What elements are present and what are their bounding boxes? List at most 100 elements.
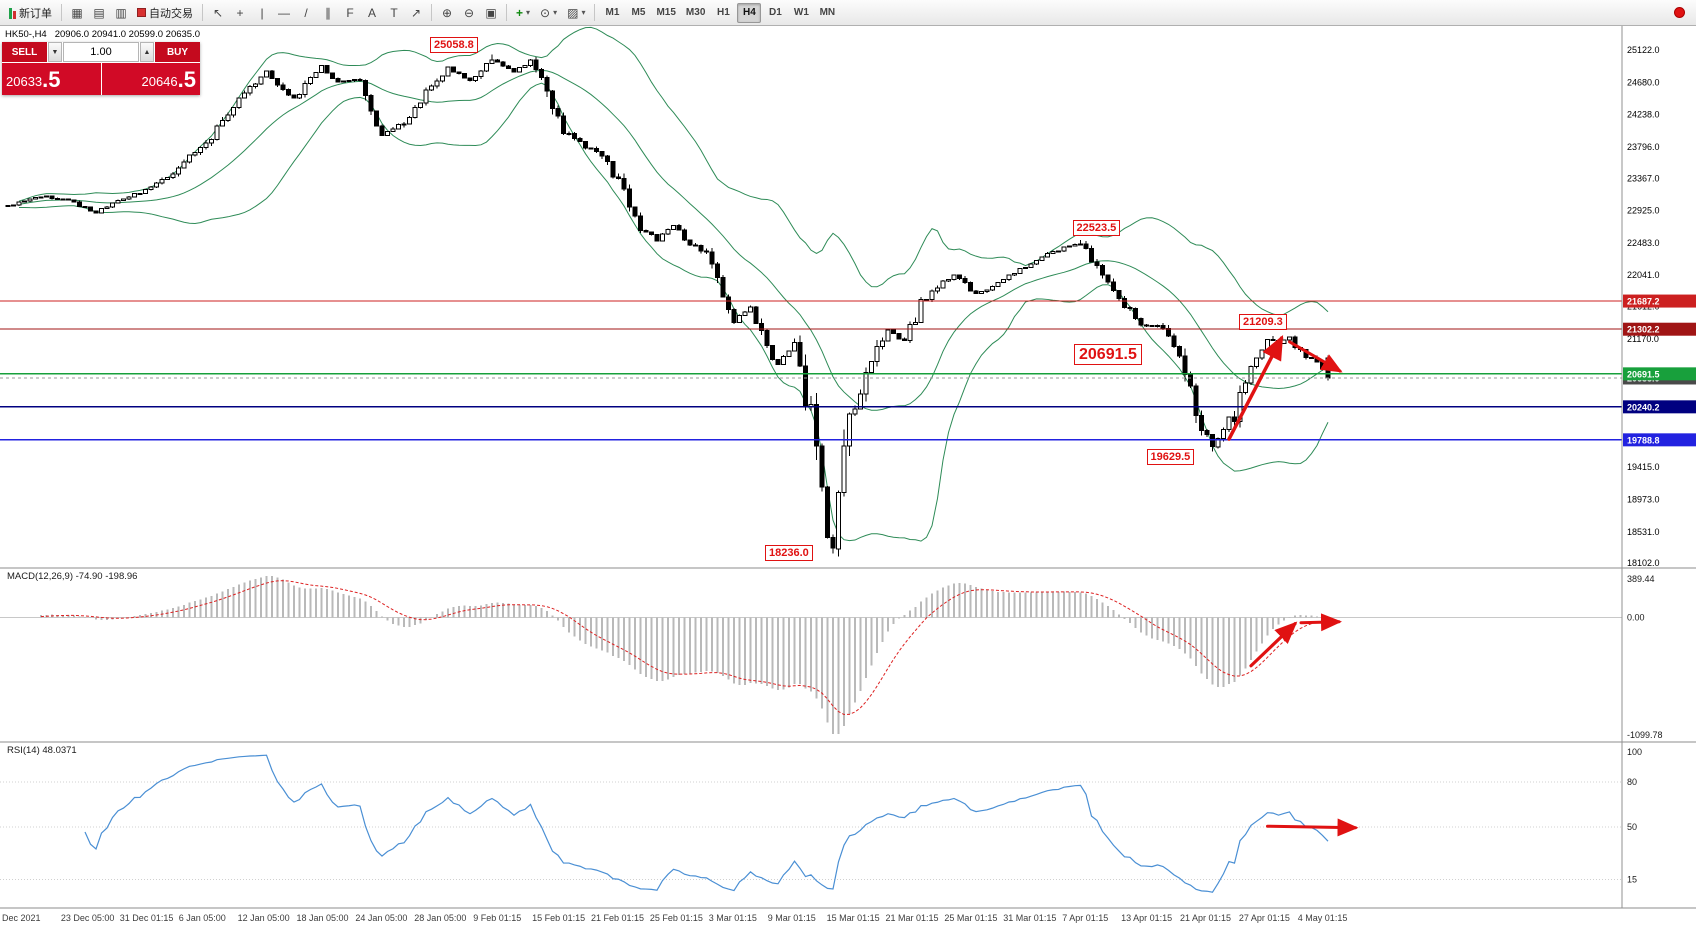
time-axis-label: 7 Apr 01:15 [1062,913,1108,923]
time-axis-label: 23 Dec 05:00 [61,913,115,923]
trend-arrow [1227,335,1284,441]
price-axis-tick: 18973.0 [1627,494,1660,504]
toolbar-separator [506,4,507,21]
time-axis-label: 21 Mar 01:15 [886,913,939,923]
periods-icon[interactable]: ⊙ ▾ [540,5,558,20]
new-order-candles-icon [9,7,16,19]
price-axis-badge-label: 20691.5 [1627,369,1660,379]
sell-price-frac: .5 [42,67,61,92]
time-axis-label: 3 Mar 01:15 [709,913,757,923]
time-axis-label: 27 Apr 01:15 [1239,913,1290,923]
ohlc-values: 20906.0 20941.0 20599.0 20635.0 [54,29,200,40]
macd-signal-line [40,580,1329,715]
price-axis-tick: 22483.0 [1627,238,1660,248]
bollinger-band [18,26,1329,316]
rsi-line [84,754,1329,893]
time-axis-label: 9 Mar 01:15 [768,913,816,923]
price-axis-tick: 23367.0 [1627,173,1660,183]
autotrading-button[interactable]: 自动交易 [133,3,197,23]
macd-axis-tick: -1099.78 [1627,730,1663,740]
price-axis-badge [1623,367,1696,381]
zoom-in-icon[interactable]: ⊕ [441,5,453,20]
zoom-out-icon[interactable]: ⊖ [463,5,475,20]
price-axis-tick: 21170.0 [1627,334,1659,344]
time-axis-label: 31 Dec 01:15 [120,913,174,923]
rsi-axis-tick: 80 [1627,777,1637,787]
buy-price-main: 20646 [141,74,178,89]
sell-price-main: 20633 [6,74,43,89]
price-axis-badge [1623,294,1696,308]
timeframe-m5[interactable]: M5 [631,7,646,18]
sell-price[interactable]: 20633.5 [2,63,101,95]
rsi-axis-tick: 15 [1627,875,1637,885]
profiles-icon[interactable]: ▤ [93,5,105,20]
buy-price[interactable]: 20646.5 [101,63,200,95]
channel-icon[interactable]: ∥ [325,5,331,20]
rsi-axis-tick: 50 [1627,822,1637,832]
time-axis-label: 12 Jan 05:00 [238,913,290,923]
tile-windows-icon[interactable]: ▣ [485,5,497,20]
price-axis-badge-label: 21302.2 [1627,325,1660,335]
text-icon[interactable]: A [367,5,376,20]
time-axis-label: 21 Apr 01:15 [1180,913,1231,923]
timeframe-w1[interactable]: W1 [793,7,809,18]
price-axis-tick: 25122.0 [1627,45,1660,55]
one-click-trading-panel: SELL ▼ ▲ BUY 20633.5 20646.5 [2,42,200,95]
timeframe-h4[interactable]: H4 [737,2,762,23]
time-axis-label: 15 Feb 01:15 [532,913,585,923]
fibonacci-icon[interactable]: F [346,5,354,20]
timeframe-mn[interactable]: MN [819,7,836,18]
new-order-button[interactable]: 新订单 [5,3,56,23]
buy-button[interactable]: BUY [155,42,200,62]
trendline-icon[interactable]: / [304,5,308,20]
toolbar-separator [61,4,62,21]
timeframe-h1[interactable]: H1 [716,7,730,18]
price-axis-tick: 18102.0 [1627,558,1660,568]
time-axis-label: 25 Mar 01:15 [944,913,997,923]
volume-input[interactable] [63,42,139,62]
autotrading-stop-icon [137,8,146,17]
label-icon[interactable]: T [390,5,398,20]
time-axis-label: 6 Jan 05:00 [179,913,226,923]
bollinger-band [18,82,1329,542]
templates-icon[interactable]: ▨ ▾ [567,5,586,20]
bollinger-band [18,69,1329,411]
horizontal-line-icon[interactable]: — [278,5,290,20]
toolbar-separator [202,4,203,21]
price-axis-badge-label: 19788.8 [1627,435,1660,445]
price-axis-tick: 19415.0 [1627,462,1660,472]
timeframe-m1[interactable]: M1 [605,7,620,18]
time-axis-label: 15 Mar 01:15 [827,913,880,923]
toolbar: 新订单 ▦ ▤ ▥ 自动交易 ↖ + | — / ∥ F A T ↗ ⊕ ⊖ ▣ + ▾ ⊙ ▾ ▨ ▾ M1 M5 M15 M30 H… [0,0,1696,26]
volume-down-button[interactable]: ▼ [48,42,62,62]
time-axis-label: 31 Mar 01:15 [1003,913,1056,923]
arrow-tool-icon[interactable]: ↗ [410,5,422,20]
chevron-down-icon: ▾ [553,8,558,17]
macd-axis-tick: 0.00 [1627,613,1645,623]
price-axis-tick: 22925.0 [1627,206,1660,216]
timeframe-m30[interactable]: M30 [685,7,706,18]
chevron-down-icon: ▾ [526,8,531,17]
notification-dot-icon[interactable] [1674,7,1685,18]
trend-arrow [1266,818,1359,837]
timeframe-d1[interactable]: D1 [768,7,782,18]
price-axis-tick: 24680.0 [1627,77,1660,87]
time-axis-label: 24 Jan 05:00 [355,913,407,923]
price-axis-badge [1623,433,1696,447]
time-axis-label: 21 Feb 01:15 [591,913,644,923]
price-axis-tick: 18531.0 [1627,527,1660,537]
charts-grid-icon[interactable]: ▦ [71,5,83,20]
volume-up-button[interactable]: ▲ [140,42,154,62]
time-axis-label: Dec 2021 [2,913,41,923]
data-window-icon[interactable]: ▥ [115,5,127,20]
crosshair-icon[interactable]: + [236,5,244,20]
rsi-axis-tick: 100 [1627,747,1642,757]
sell-button[interactable]: SELL [2,42,47,62]
vertical-line-icon[interactable]: | [260,5,264,20]
indicators-icon[interactable]: + ▾ [516,5,531,20]
toolbar-separator [594,4,596,21]
timeframe-m15[interactable]: M15 [656,7,676,18]
cursor-icon[interactable]: ↖ [212,5,224,20]
